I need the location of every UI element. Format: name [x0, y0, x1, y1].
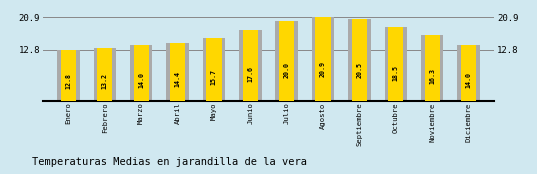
Bar — [97, 48, 112, 101]
Bar — [348, 19, 371, 101]
Bar — [206, 38, 222, 101]
Bar — [352, 19, 367, 101]
Text: 18.5: 18.5 — [393, 65, 399, 81]
Bar — [202, 38, 225, 101]
Text: 14.4: 14.4 — [175, 71, 180, 87]
Bar — [315, 17, 331, 101]
Bar — [170, 43, 185, 101]
Bar — [458, 45, 480, 101]
Bar — [239, 30, 262, 101]
Bar — [279, 21, 294, 101]
Text: 13.2: 13.2 — [102, 73, 108, 89]
Text: Temperaturas Medias en jarandilla de la vera: Temperaturas Medias en jarandilla de la … — [32, 157, 307, 167]
Bar — [57, 50, 79, 101]
Bar — [388, 27, 403, 101]
Text: 14.0: 14.0 — [466, 72, 471, 88]
Bar — [166, 43, 189, 101]
Text: 15.7: 15.7 — [211, 69, 217, 85]
Text: 14.0: 14.0 — [138, 72, 144, 88]
Bar — [130, 45, 153, 101]
Bar — [425, 35, 440, 101]
Bar — [275, 21, 298, 101]
Bar — [384, 27, 407, 101]
Text: 16.3: 16.3 — [429, 68, 435, 84]
Bar — [243, 30, 258, 101]
Text: 20.9: 20.9 — [320, 61, 326, 77]
Bar — [93, 48, 116, 101]
Text: 17.6: 17.6 — [248, 66, 253, 82]
Text: 20.0: 20.0 — [284, 62, 289, 78]
Bar — [421, 35, 444, 101]
Bar — [312, 17, 335, 101]
Text: 20.5: 20.5 — [357, 62, 362, 78]
Bar — [134, 45, 149, 101]
Bar — [461, 45, 476, 101]
Bar — [61, 50, 76, 101]
Text: 12.8: 12.8 — [66, 73, 71, 89]
